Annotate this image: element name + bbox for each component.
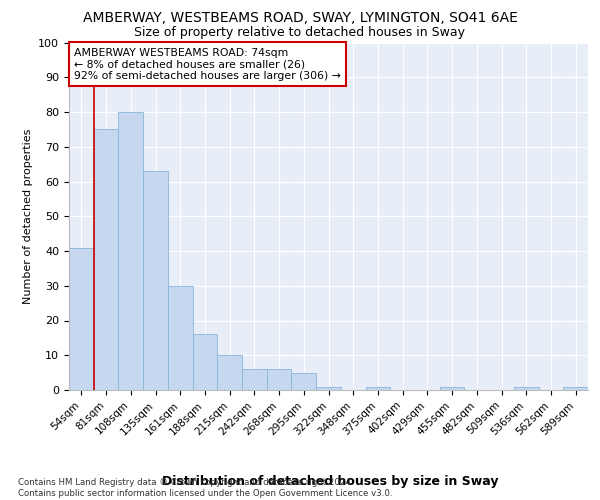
Bar	[143, 171, 168, 390]
Bar	[292, 372, 316, 390]
Bar	[316, 386, 341, 390]
Text: AMBERWAY WESTBEAMS ROAD: 74sqm
← 8% of detached houses are smaller (26)
92% of s: AMBERWAY WESTBEAMS ROAD: 74sqm ← 8% of d…	[74, 48, 341, 81]
Text: Distribution of detached houses by size in Sway: Distribution of detached houses by size …	[162, 474, 498, 488]
Bar	[242, 369, 267, 390]
Bar	[94, 130, 118, 390]
Bar	[193, 334, 217, 390]
Bar	[365, 386, 390, 390]
Bar	[267, 369, 292, 390]
Bar	[217, 355, 242, 390]
Y-axis label: Number of detached properties: Number of detached properties	[23, 128, 33, 304]
Bar	[69, 248, 94, 390]
Bar	[168, 286, 193, 390]
Text: Contains HM Land Registry data © Crown copyright and database right 2024.
Contai: Contains HM Land Registry data © Crown c…	[18, 478, 392, 498]
Bar	[563, 386, 588, 390]
Bar	[440, 386, 464, 390]
Text: AMBERWAY, WESTBEAMS ROAD, SWAY, LYMINGTON, SO41 6AE: AMBERWAY, WESTBEAMS ROAD, SWAY, LYMINGTO…	[83, 11, 517, 25]
Bar	[118, 112, 143, 390]
Bar	[514, 386, 539, 390]
Text: Size of property relative to detached houses in Sway: Size of property relative to detached ho…	[134, 26, 466, 39]
